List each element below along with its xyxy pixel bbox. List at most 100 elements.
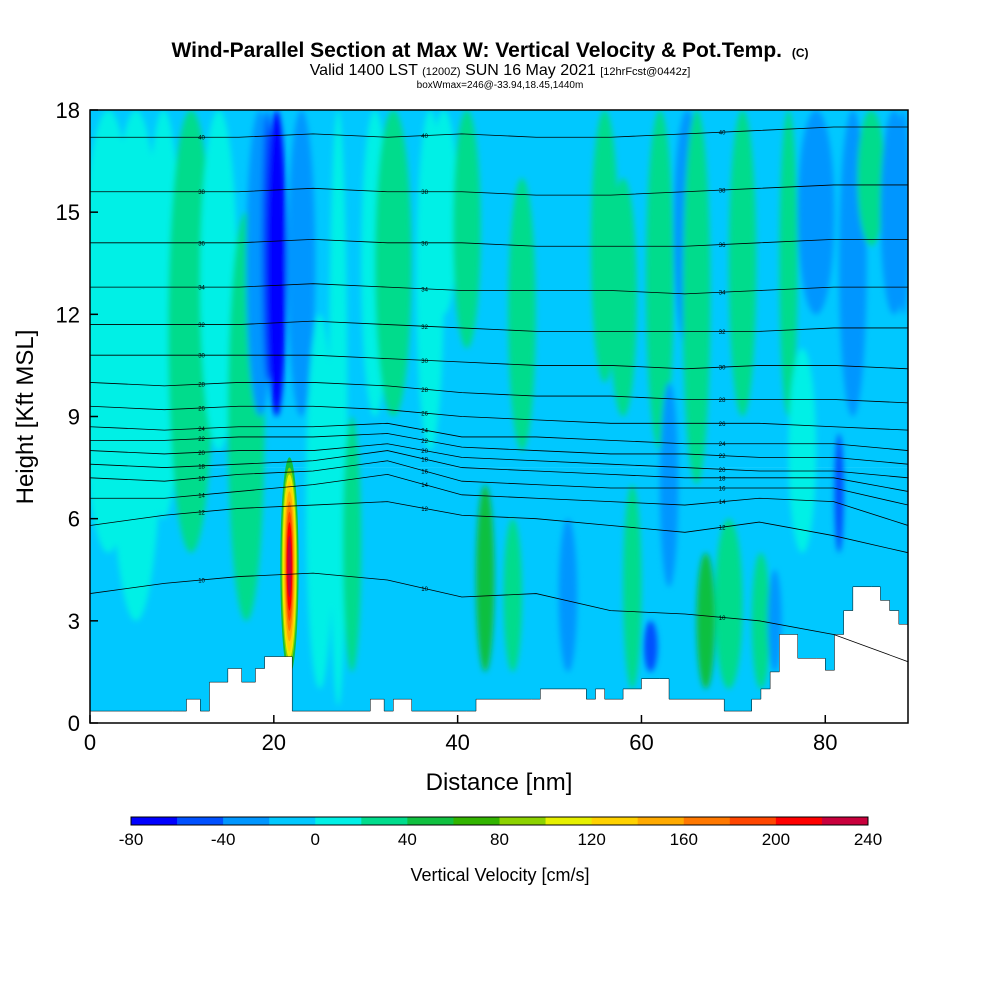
theta-contour-label: 36	[719, 243, 726, 249]
velocity-streak	[714, 518, 743, 689]
velocity-streak	[558, 518, 578, 672]
theta-contour-label: 20	[719, 468, 726, 474]
theta-contour-label: 14	[421, 483, 428, 489]
colorbar: -80 -40 0 40 80 120 160 200 240	[119, 816, 882, 849]
colorbar-tick-label: -80	[119, 830, 144, 849]
x-tick-label: 40	[445, 730, 469, 755]
colorbar-swatch	[499, 817, 547, 825]
theta-contour-label: 24	[198, 427, 205, 433]
colorbar-tick-label: -40	[211, 830, 236, 849]
theta-contour-line	[90, 501, 908, 554]
theta-contour-line	[90, 320, 908, 332]
theta-contour-line	[90, 184, 908, 196]
theta-contour-label: 30	[719, 366, 726, 372]
velocity-streak	[374, 110, 412, 417]
x-axis: 0 20 40 60 80	[84, 715, 838, 755]
y-tick-label: 15	[56, 200, 80, 225]
theta-contour-label: 40	[198, 136, 205, 142]
subtitle-date: SUN 16 May 2021	[465, 62, 596, 79]
velocity-streak	[266, 110, 287, 417]
theta-contour-label: 38	[719, 189, 726, 195]
velocity-streak	[476, 484, 495, 672]
theta-contour-line	[90, 433, 908, 465]
box-info: boxWmax=246@-33.94,18.45,1440m	[417, 80, 584, 91]
colorbar-swatch	[545, 817, 593, 825]
theta-contour-label: 14	[198, 493, 205, 499]
chart-subtitle: Valid 1400 LST (1200Z) SUN 16 May 2021 […	[310, 62, 691, 79]
chart-title-text: Wind-Parallel Section at Max W: Vertical…	[171, 39, 782, 62]
theta-contour-label: 40	[421, 134, 428, 140]
colorbar-tick-label: 200	[762, 830, 790, 849]
theta-contour-label: 34	[198, 286, 205, 292]
theta-contour-line	[90, 572, 908, 663]
theta-contour-label: 20	[198, 451, 205, 457]
colorbar-tick-label: 160	[670, 830, 698, 849]
theta-contour-label: 28	[719, 398, 726, 404]
theta-contour-label: 24	[719, 442, 726, 448]
x-tick-label: 0	[84, 730, 96, 755]
velocity-streak	[728, 110, 757, 417]
y-tick-label: 6	[68, 507, 80, 532]
colorbar-swatch	[683, 817, 731, 825]
subtitle-forecast: [12hrFcst@0442z]	[600, 66, 690, 78]
theta-contour-label: 20	[421, 449, 428, 455]
velocity-streak	[857, 110, 886, 247]
theta-contour-label: 26	[719, 422, 726, 428]
velocity-streak	[200, 110, 238, 451]
theta-contour-line	[90, 443, 908, 479]
colorbar-swatch	[729, 817, 777, 825]
velocity-streak	[682, 110, 711, 485]
theta-contour-label: 22	[421, 439, 428, 445]
colorbar-swatch	[361, 817, 408, 825]
colorbar-swatch	[637, 817, 685, 825]
colorbar-swatch	[453, 817, 500, 825]
velocity-streak	[896, 110, 908, 315]
theta-contour-label: 16	[421, 469, 428, 475]
velocity-streak	[623, 484, 642, 689]
theta-contour-label: 18	[719, 476, 726, 482]
velocity-streak	[659, 382, 679, 587]
theta-contour-label: 24	[421, 429, 428, 435]
theta-contour-label: 10	[421, 587, 428, 593]
chart-title: Wind-Parallel Section at Max W: Vertical…	[171, 39, 808, 62]
theta-contour-label: 10	[198, 578, 205, 584]
subtitle-valid: Valid 1400 LST	[310, 62, 418, 79]
theta-contour-label: 18	[421, 458, 428, 464]
theta-contour-label: 12	[719, 526, 726, 532]
colorbar-tick-label: 40	[398, 830, 417, 849]
velocity-streak	[430, 110, 458, 315]
x-axis-label: Distance [nm]	[426, 769, 573, 796]
x-tick-label: 80	[813, 730, 837, 755]
theta-contour-line	[90, 473, 908, 526]
velocity-streak	[609, 178, 637, 417]
velocity-streaks	[90, 110, 908, 706]
theta-contour-line	[90, 239, 908, 247]
y-axis-label: Height [Kft MSL]	[12, 330, 39, 505]
colorbar-swatch	[269, 817, 316, 825]
theta-contour-label: 38	[198, 190, 205, 196]
colorbar-tick-label: 120	[577, 830, 605, 849]
velocity-streak	[696, 552, 715, 689]
theta-contour-label: 16	[198, 476, 205, 482]
theta-contour-line	[90, 283, 908, 295]
theta-contour-label: 32	[198, 323, 205, 329]
velocity-streak	[834, 433, 844, 553]
theta-contour-line	[90, 422, 908, 451]
x-tick-label: 60	[629, 730, 653, 755]
theta-contour-line	[90, 405, 908, 431]
y-tick-label: 3	[68, 609, 80, 634]
colorbar-swatch	[775, 817, 823, 825]
theta-contour-label: 12	[421, 507, 428, 513]
theta-contour-label: 22	[719, 454, 726, 460]
theta-contour-label: 10	[719, 616, 726, 622]
colorbar-swatch	[315, 817, 362, 825]
y-tick-label: 9	[68, 405, 80, 430]
velocity-streak	[342, 416, 362, 672]
theta-contour-label: 30	[198, 354, 205, 360]
colorbar-swatch	[223, 817, 270, 825]
y-axis: 0 3 6 9 12 15 18	[56, 98, 98, 736]
theta-contour-label: 12	[198, 510, 205, 516]
colorbar-swatch	[177, 817, 224, 825]
colorbar-label: Vertical Velocity [cm/s]	[410, 865, 589, 885]
colorbar-swatch	[131, 817, 178, 825]
